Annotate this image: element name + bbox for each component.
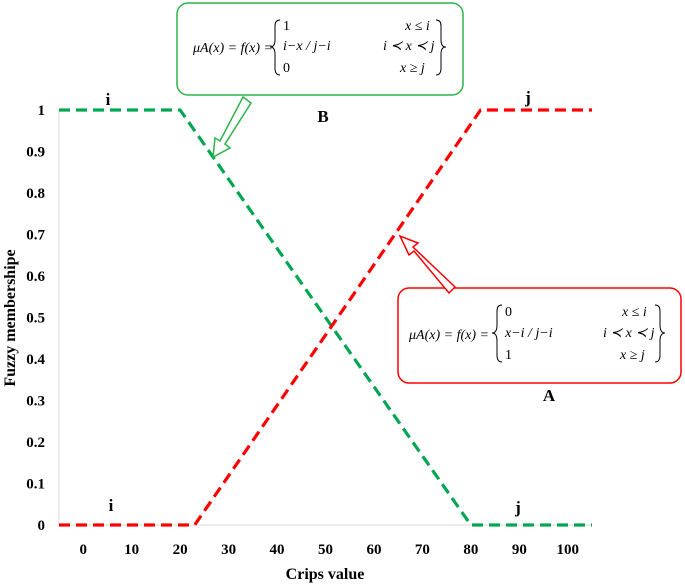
annotation-a-box xyxy=(397,287,682,384)
x-tick-label: 80 xyxy=(463,542,478,558)
green-end-label: j xyxy=(514,498,521,517)
annotation-a-label: A xyxy=(543,386,556,405)
y-tick-label: 0 xyxy=(38,518,46,534)
series-layer xyxy=(59,108,592,527)
x-tick-label: 90 xyxy=(512,542,527,558)
annotation-a: μA(x) = f(x) = 0 x ≤ i x−i / j−i i ≺ x ≺… xyxy=(397,234,682,405)
y-tick-label: 0.7 xyxy=(26,228,45,244)
annotation-a-row-3-value: 1 xyxy=(505,348,512,363)
green-start-label: i xyxy=(106,90,111,109)
x-tick-label: 0 xyxy=(79,542,87,558)
x-tick-label: 100 xyxy=(557,542,580,558)
x-tick-label: 30 xyxy=(221,542,236,558)
y-tick-label: 0.2 xyxy=(26,435,45,451)
x-tick-labels: 0 10 20 30 40 50 60 70 80 90 100 xyxy=(79,542,579,558)
y-axis-title: Fuzzy membershipe xyxy=(2,249,19,386)
x-tick-label: 20 xyxy=(173,542,188,558)
annotation-b-box xyxy=(176,2,464,96)
annotation-a-row-2-condition: i ≺ x ≺ j xyxy=(603,326,655,341)
annotation-b: μA(x) = f(x) = 1 x ≤ i i−x / j−i i ≺ x ≺… xyxy=(176,2,464,159)
annotation-a-row-2-value: x−i / j−i xyxy=(504,326,553,341)
annotation-a-arrow xyxy=(398,234,457,295)
x-tick-label: 40 xyxy=(270,542,285,558)
annotation-b-row-3-value: 0 xyxy=(283,61,290,76)
annotation-b-row-2-value: i−x / j−i xyxy=(283,39,331,54)
y-tick-label: 0.8 xyxy=(26,186,45,202)
annotation-b-arrow xyxy=(212,95,253,159)
annotation-b-label: B xyxy=(317,107,328,126)
annotation-a-lhs: μA(x) = f(x) = xyxy=(408,328,489,343)
red-start-label: i xyxy=(109,496,114,515)
y-tick-label: 0.4 xyxy=(26,352,45,368)
annotation-a-row-1-condition: x ≤ i xyxy=(621,305,647,320)
y-tick-label: 1 xyxy=(38,103,46,119)
annotation-a-row-3-condition: x ≥ j xyxy=(619,348,645,363)
green-series-line xyxy=(59,108,592,527)
annotation-b-brace-right xyxy=(435,19,447,76)
y-tick-label: 0.3 xyxy=(26,394,45,410)
x-tick-label: 70 xyxy=(415,542,430,558)
annotation-b-brace xyxy=(269,19,281,76)
red-end-label: j xyxy=(524,88,531,107)
y-tick-label: 0.5 xyxy=(26,311,45,327)
annotation-b-row-1-condition: x ≤ i xyxy=(404,19,430,34)
annotation-a-brace xyxy=(491,304,503,363)
y-tick-label: 0.1 xyxy=(26,477,45,493)
x-tick-label: 10 xyxy=(124,542,139,558)
annotation-b-row-3-condition: x ≥ j xyxy=(399,61,425,76)
y-tick-label: 0.6 xyxy=(26,269,45,285)
annotation-a-row-1-value: 0 xyxy=(505,305,512,320)
x-tick-label: 50 xyxy=(318,542,333,558)
annotation-b-row-2-condition: i ≺ x ≺ j xyxy=(383,39,435,54)
y-tick-labels: 0 0.1 0.2 0.3 0.4 0.5 0.6 0.7 0.8 0.9 1 xyxy=(26,103,45,534)
y-tick-label: 0.9 xyxy=(26,145,45,161)
x-axis-title: Crips value xyxy=(286,566,365,583)
x-tick-label: 60 xyxy=(366,542,381,558)
annotation-a-brace-right xyxy=(654,304,666,363)
annotation-b-row-1-value: 1 xyxy=(283,19,290,34)
annotation-b-lhs: μA(x) = f(x) = xyxy=(192,41,273,56)
